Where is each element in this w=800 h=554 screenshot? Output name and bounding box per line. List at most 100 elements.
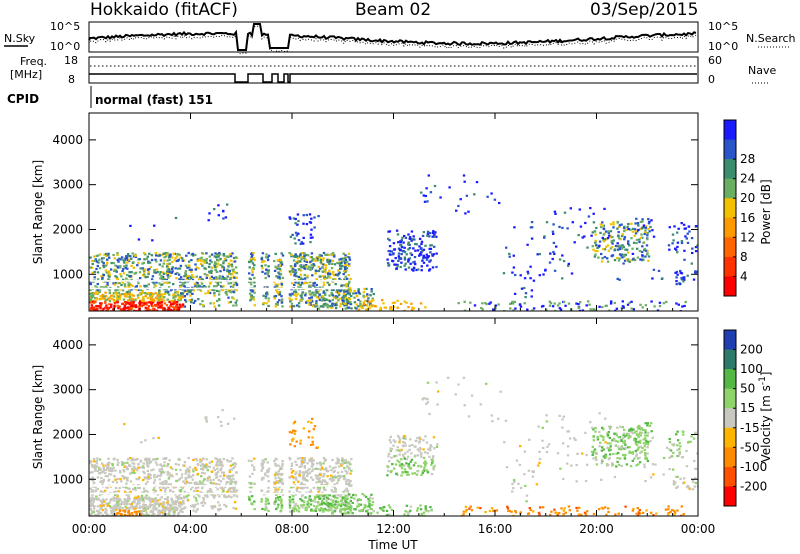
echo-cell	[623, 225, 626, 228]
echo-cell	[154, 497, 158, 500]
echo-cell	[160, 275, 163, 278]
echo-cell	[107, 274, 110, 277]
echo-cell	[424, 464, 427, 467]
echo-cell	[618, 248, 621, 251]
echo-cell	[418, 237, 422, 240]
echo-cell	[527, 272, 530, 275]
echo-cell	[355, 307, 358, 310]
echo-cell	[280, 500, 283, 503]
echo-cell	[145, 511, 148, 514]
echo-cell	[210, 269, 213, 272]
echo-cell	[623, 456, 627, 459]
echo-cell	[334, 278, 337, 281]
echo-cell	[151, 294, 154, 297]
echo-cell	[230, 475, 234, 478]
echo-cell	[658, 301, 662, 304]
echo-cell	[231, 285, 235, 288]
echo-cell	[260, 498, 263, 501]
echo-cell	[322, 494, 325, 498]
echo-cell	[213, 292, 216, 295]
echo-cell	[311, 259, 314, 262]
echo-cell	[219, 461, 222, 464]
echo-cell	[448, 186, 451, 189]
echo-cell	[464, 510, 467, 513]
echo-cell	[211, 505, 215, 508]
echo-cell	[280, 301, 284, 304]
echo-cell	[251, 472, 254, 475]
echo-cell	[167, 507, 170, 510]
echo-cell	[186, 266, 189, 269]
echo-cell	[333, 263, 337, 266]
echo-cell	[130, 288, 133, 291]
echo-cell	[624, 505, 627, 508]
echo-cell	[235, 289, 238, 292]
echo-cell	[465, 508, 468, 512]
echo-cell	[422, 248, 426, 251]
echo-cell	[223, 503, 226, 506]
echo-cell	[520, 287, 524, 290]
echo-cell	[231, 463, 235, 466]
echo-cell	[124, 505, 127, 508]
echo-cell	[280, 252, 283, 255]
echo-cell	[149, 295, 152, 299]
echo-cell	[322, 462, 325, 465]
echo-cell	[212, 277, 215, 280]
echo-cell	[149, 460, 153, 463]
echo-cell	[250, 482, 253, 485]
echo-cell	[274, 283, 277, 286]
echo-cell	[567, 262, 570, 265]
echo-cell	[492, 308, 495, 311]
echo-cell	[617, 234, 620, 237]
echo-cell	[108, 505, 112, 508]
echo-cell	[90, 301, 93, 304]
echo-cell	[398, 461, 401, 464]
echo-cell	[336, 460, 340, 463]
echo-cell	[189, 301, 193, 304]
echo-cell	[420, 473, 423, 476]
echo-cell	[426, 230, 430, 233]
echo-cell	[196, 502, 200, 505]
echo-cell	[151, 239, 154, 242]
echo-cell	[389, 435, 392, 438]
echo-cell	[265, 507, 268, 510]
echo-cell	[196, 472, 199, 476]
echo-cell	[341, 257, 344, 260]
echo-cell	[227, 255, 230, 259]
echo-cell	[119, 309, 123, 311]
echo-cell	[292, 501, 295, 504]
echo-cell	[116, 493, 119, 496]
echo-cell	[175, 301, 179, 304]
echo-cell	[201, 300, 204, 303]
echo-cell	[220, 286, 224, 289]
echo-cell	[123, 475, 126, 479]
echo-cell	[402, 440, 405, 444]
echo-cell	[98, 289, 102, 292]
echo-cell	[153, 224, 156, 227]
echo-cell	[511, 271, 514, 274]
echo-cell	[205, 420, 209, 423]
echo-cell	[325, 498, 328, 502]
echo-cell	[104, 306, 107, 309]
echo-cell	[89, 256, 92, 259]
echo-cell	[230, 468, 233, 471]
echo-cell	[112, 499, 115, 502]
echo-cell	[260, 464, 264, 467]
echo-cell	[91, 503, 94, 506]
echo-cell	[367, 505, 371, 508]
echo-cell	[142, 470, 145, 473]
echo-cell	[361, 305, 364, 308]
echo-cell	[324, 253, 327, 256]
echo-cell	[153, 513, 156, 516]
echo-cell	[336, 289, 339, 292]
echo-cell	[227, 271, 231, 274]
echo-cell	[357, 291, 361, 294]
echo-cell	[403, 513, 406, 516]
echo-cell	[509, 302, 512, 305]
echo-cell	[230, 480, 234, 483]
echo-cell	[143, 258, 146, 261]
echo-cell	[164, 489, 167, 492]
echo-cell	[603, 238, 607, 241]
echo-cell	[362, 303, 366, 306]
echo-cell	[315, 493, 318, 496]
echo-cell	[690, 237, 694, 240]
